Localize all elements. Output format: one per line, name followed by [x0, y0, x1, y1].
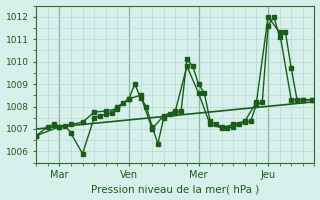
- X-axis label: Pression niveau de la mer( hPa ): Pression niveau de la mer( hPa ): [91, 184, 260, 194]
